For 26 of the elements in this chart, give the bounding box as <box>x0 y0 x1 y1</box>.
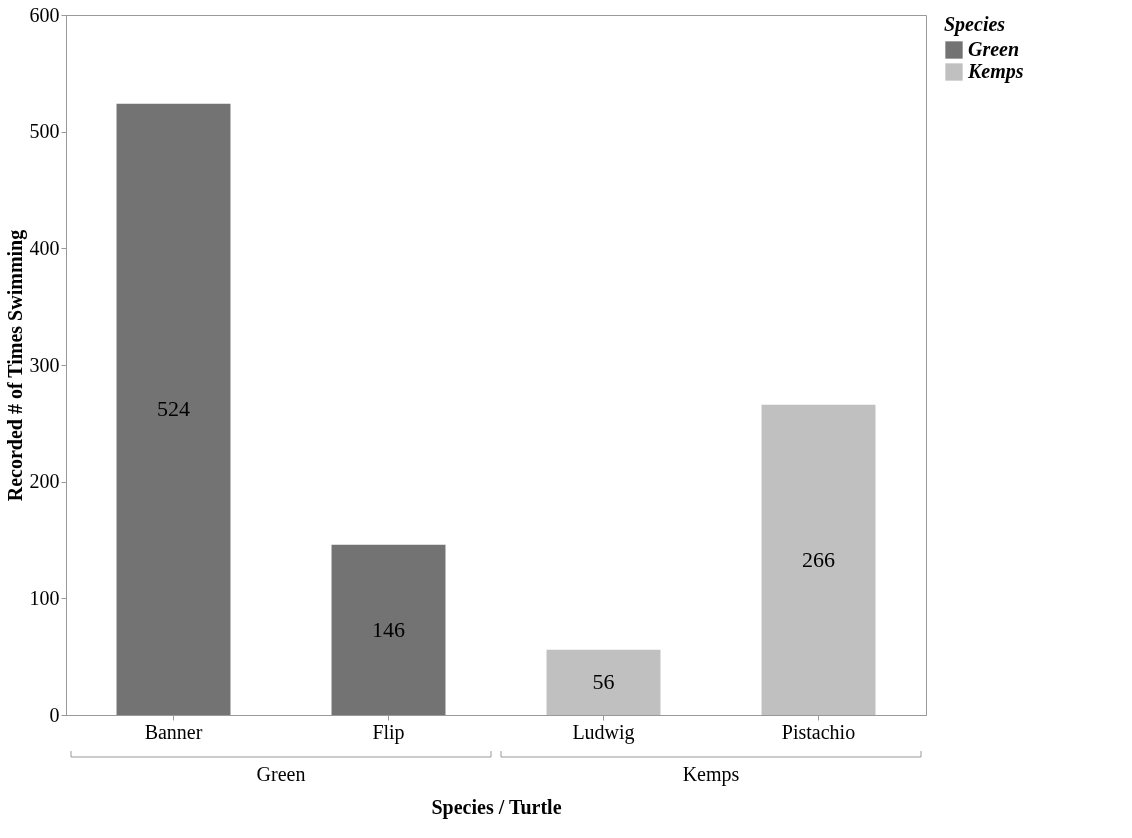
y-tick-label: 100 <box>29 586 60 609</box>
y-tick-label: 600 <box>29 3 60 26</box>
x-tick-label: Banner <box>144 720 203 743</box>
data-label: 266 <box>802 546 835 572</box>
legend-label: Green <box>968 38 1020 60</box>
y-tick-label: 500 <box>29 120 60 143</box>
y-tick-label: 0 <box>49 703 60 726</box>
y-axis-title: Recorded # of Times Swimming <box>3 229 27 502</box>
y-tick-label: 200 <box>29 470 60 493</box>
y-tick-label: 400 <box>29 236 60 259</box>
bar <box>761 404 876 715</box>
bar <box>116 103 231 715</box>
x-tick-label: Ludwig <box>572 720 635 744</box>
x-tick-label: Pistachio <box>781 720 856 743</box>
x-axis-title: Species / Turtle <box>431 795 562 819</box>
data-label: 56 <box>592 669 615 695</box>
legend-title: Species <box>944 13 1006 36</box>
x-tick-label: Flip <box>372 720 405 744</box>
legend-label: Kemps <box>967 60 1024 83</box>
data-label: 146 <box>372 616 405 642</box>
text: Kemps <box>682 763 740 786</box>
text: Green <box>256 763 306 785</box>
data-label: 524 <box>157 396 190 422</box>
y-tick-label: 300 <box>29 353 60 376</box>
bar <box>546 649 661 715</box>
bar <box>331 544 446 715</box>
